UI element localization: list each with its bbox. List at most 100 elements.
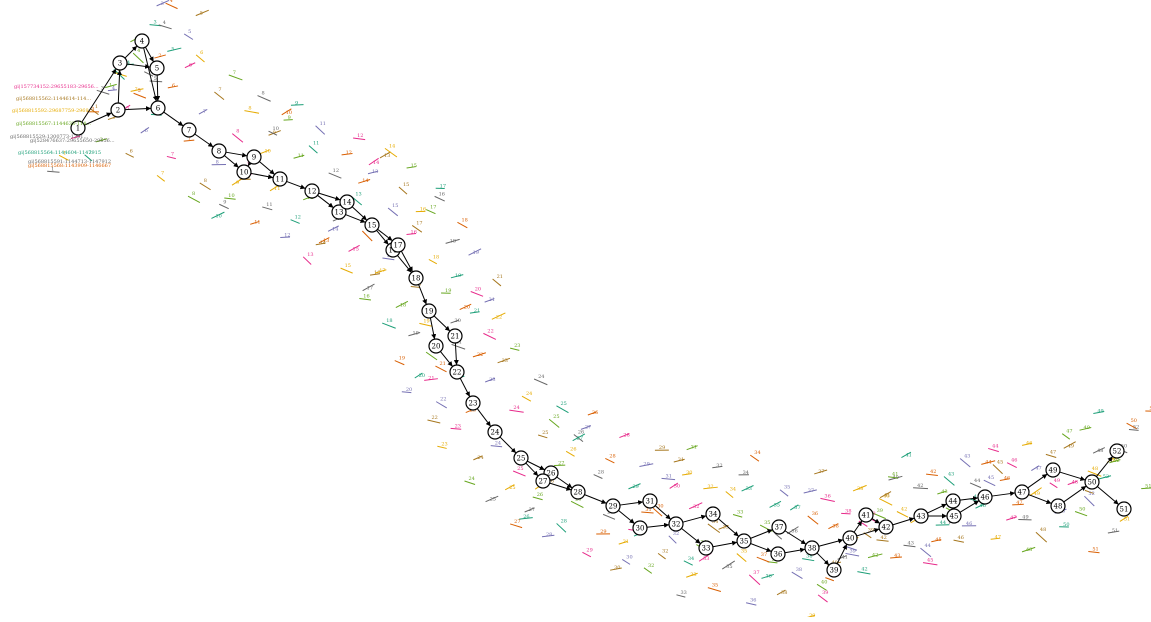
path-step-label: 31 [691, 445, 697, 451]
node-label: 51 [1120, 506, 1129, 514]
graph-node[interactable]: 14 [340, 195, 354, 209]
graph-node[interactable]: 29 [606, 499, 620, 513]
graph-edge [127, 64, 150, 67]
node-label: 3 [118, 60, 122, 68]
graph-node[interactable]: 19 [422, 304, 436, 318]
node-label: 5 [155, 65, 159, 73]
graph-node[interactable]: 46 [978, 490, 992, 504]
path-step-label: 8 [216, 160, 219, 166]
path-step-label: 24 [495, 441, 501, 447]
path-step-label: 14 [362, 178, 368, 184]
graph-node[interactable]: 22 [450, 365, 464, 379]
path-segment [960, 459, 970, 468]
path-step-label: 30 [674, 483, 680, 489]
path-step-label: 28 [623, 433, 629, 439]
graph-node[interactable]: 47 [1015, 485, 1029, 499]
edges [82, 46, 1119, 565]
graph-node[interactable]: 6 [151, 101, 165, 115]
graph-node[interactable]: 5 [150, 61, 164, 75]
path-step-label: 25 [553, 414, 559, 420]
graph-edge [251, 173, 273, 177]
graph-node[interactable]: 17 [391, 238, 405, 252]
graph-node[interactable]: 4 [135, 34, 149, 48]
graph-node[interactable]: 25 [514, 451, 528, 465]
graph-node[interactable]: 50 [1085, 475, 1099, 489]
path-step-label: 29 [600, 529, 606, 535]
path-step-label: 44 [992, 443, 998, 449]
graph-node[interactable]: 41 [859, 508, 873, 522]
graph-node[interactable]: 48 [1051, 499, 1065, 513]
path-step-label: 39 [877, 508, 883, 514]
graph-node[interactable]: 45 [947, 509, 961, 523]
graph-node[interactable]: 12 [305, 184, 319, 198]
graph-node[interactable]: 44 [946, 494, 960, 508]
graph-node[interactable]: 10 [237, 165, 251, 179]
node-label: 9 [252, 154, 256, 162]
graph-node[interactable]: 40 [843, 531, 857, 545]
graph-node[interactable]: 9 [247, 150, 261, 164]
path-step-label: 32 [716, 463, 722, 469]
path-step-label: 34 [754, 450, 760, 456]
path-step-label: 47 [1050, 449, 1056, 455]
path-step-label: 30 [626, 554, 632, 560]
path-step-label: 12 [333, 168, 339, 174]
path-step-label: 26 [523, 514, 529, 520]
path-step-label: 34 [730, 487, 736, 493]
graph-node[interactable]: 30 [633, 521, 647, 535]
path-step-label: 25 [517, 466, 523, 472]
path-step-label: 5 [126, 105, 129, 111]
graph-node[interactable]: 35 [737, 534, 751, 548]
node-label: 10 [240, 169, 249, 177]
node-label: 13 [335, 209, 344, 217]
graph-node[interactable]: 3 [113, 56, 127, 70]
graph-edge [434, 316, 450, 331]
path-step-label: 50 [1079, 506, 1085, 512]
graph-node[interactable]: 37 [772, 520, 786, 534]
path-step-label: 28 [609, 453, 615, 459]
graph-edge [287, 181, 306, 188]
path-segment [133, 53, 143, 63]
graph-node[interactable]: 43 [914, 509, 928, 523]
graph-node[interactable]: 52 [1110, 444, 1124, 458]
graph-node[interactable]: 34 [706, 507, 720, 521]
path-step-label: 17 [379, 268, 385, 274]
graph-node[interactable]: 31 [643, 494, 657, 508]
path-segment [200, 183, 211, 190]
path-step-label: 27 [558, 461, 564, 467]
path-step-label: 33 [703, 556, 709, 562]
graph-node[interactable]: 32 [669, 517, 683, 531]
graph-node[interactable]: 36 [771, 547, 785, 561]
graph-node[interactable]: 11 [273, 172, 287, 186]
graph-node[interactable]: 2 [111, 103, 125, 117]
graph-node[interactable]: 42 [879, 520, 893, 534]
path-step-label: 42 [917, 483, 923, 489]
path-step-label: 27 [585, 424, 591, 430]
graph-node[interactable]: 8 [212, 144, 226, 158]
graph-node[interactable]: 23 [466, 396, 480, 410]
graph-node[interactable]: 33 [699, 541, 713, 555]
path-step-label: 7 [171, 151, 174, 157]
path-step-label: 16 [363, 294, 369, 300]
graph-node[interactable]: 39 [827, 563, 841, 577]
graph-node[interactable]: 15 [365, 218, 379, 232]
graph-node[interactable]: 21 [448, 329, 462, 343]
node-label: 32 [672, 521, 681, 529]
graph-node[interactable]: 28 [571, 485, 585, 499]
graph-node[interactable]: 51 [1117, 502, 1131, 516]
graph-node[interactable]: 18 [409, 271, 423, 285]
path-step-label: 21 [489, 297, 495, 303]
path-segment [388, 208, 398, 216]
path-step-label: 8 [192, 191, 195, 197]
graph-node[interactable]: 24 [488, 425, 502, 439]
graph-node[interactable]: 20 [429, 339, 443, 353]
path-step-label: 51 [1112, 528, 1118, 534]
graph-node[interactable]: 38 [805, 541, 819, 555]
path-step-label: 6 [172, 83, 175, 89]
graph-node[interactable]: 49 [1046, 463, 1060, 477]
path-step-label: 34 [743, 470, 749, 476]
graph-node[interactable]: 7 [182, 123, 196, 137]
graph-node[interactable]: 27 [536, 474, 550, 488]
node-label: 31 [646, 498, 655, 506]
graph-edge [992, 493, 1015, 496]
